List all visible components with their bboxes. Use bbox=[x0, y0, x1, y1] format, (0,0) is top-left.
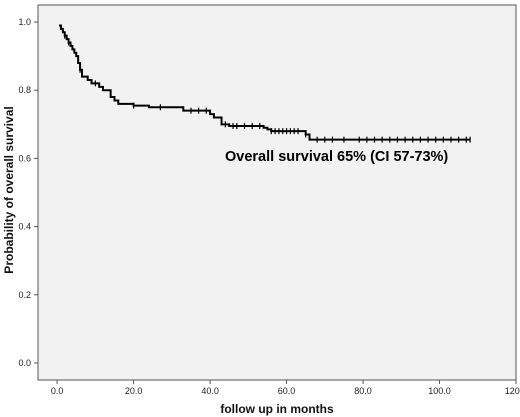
x-tick-label: 100.0 bbox=[428, 386, 451, 396]
survival-annotation: Overall survival 65% (CI 57-73%) bbox=[225, 149, 448, 165]
y-axis: 0.0 0.2 0.4 0.6 0.8 1.0 bbox=[18, 17, 38, 368]
x-tick-label: 20.0 bbox=[125, 386, 143, 396]
y-tick-label: 1.0 bbox=[18, 17, 31, 27]
x-tick-label: 120.0 bbox=[505, 386, 520, 396]
x-tick-label: 60.0 bbox=[278, 386, 296, 396]
censor-marks bbox=[64, 32, 471, 143]
y-tick-label: 0.2 bbox=[18, 290, 31, 300]
y-tick-label: 0.8 bbox=[18, 85, 31, 95]
y-tick-label: 0.0 bbox=[18, 358, 31, 368]
x-axis: 0.0 20.0 40.0 60.0 80.0 100.0 120.0 bbox=[51, 380, 520, 396]
x-tick-label: 0.0 bbox=[51, 386, 64, 396]
y-tick-label: 0.6 bbox=[18, 153, 31, 163]
x-axis-title: follow up in months bbox=[220, 402, 334, 416]
x-tick-label: 80.0 bbox=[354, 386, 372, 396]
y-axis-title: Probability of overall survival bbox=[2, 106, 16, 273]
y-tick-label: 0.4 bbox=[18, 222, 31, 232]
x-tick-label: 40.0 bbox=[201, 386, 219, 396]
plot-area bbox=[37, 4, 517, 381]
survival-curve bbox=[59, 24, 471, 141]
